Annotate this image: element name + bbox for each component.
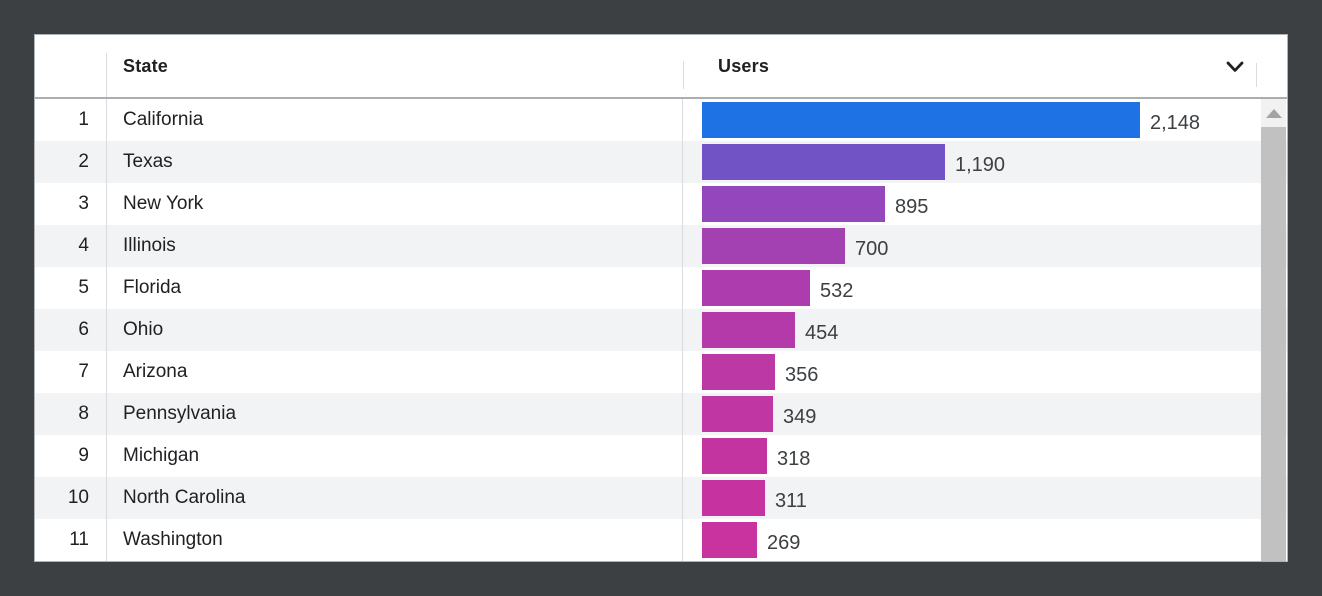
row-state: Arizona bbox=[107, 351, 683, 393]
row-users-cell: 532 bbox=[683, 267, 1287, 309]
users-bar bbox=[702, 102, 1140, 138]
row-state: Florida bbox=[107, 267, 683, 309]
users-column-header[interactable]: Users bbox=[699, 35, 1287, 97]
row-rank: 3 bbox=[35, 183, 107, 225]
users-value: 318 bbox=[777, 448, 811, 470]
row-users-cell: 700 bbox=[683, 225, 1287, 267]
vertical-scrollbar[interactable] bbox=[1261, 99, 1286, 561]
column-separator bbox=[683, 61, 684, 89]
users-bar bbox=[702, 354, 775, 390]
state-column-label: State bbox=[123, 55, 169, 76]
header-resize-handle[interactable] bbox=[1256, 63, 1257, 87]
table-row[interactable]: 8 Pennsylvania 349 bbox=[35, 393, 1287, 435]
table-row[interactable]: 3 New York 895 bbox=[35, 183, 1287, 225]
table-body: 1 California 2,148 2 Texas 1,190 3 New Y… bbox=[35, 99, 1287, 561]
users-value: 349 bbox=[783, 406, 817, 428]
row-rank: 4 bbox=[35, 225, 107, 267]
users-value: 356 bbox=[785, 364, 819, 386]
table-row[interactable]: 10 North Carolina 311 bbox=[35, 477, 1287, 519]
users-column-label: Users bbox=[718, 55, 770, 76]
row-users-cell: 454 bbox=[683, 309, 1287, 351]
row-state: Michigan bbox=[107, 435, 683, 477]
row-rank: 7 bbox=[35, 351, 107, 393]
row-users-cell: 356 bbox=[683, 351, 1287, 393]
users-bar bbox=[702, 270, 810, 306]
row-state: Illinois bbox=[107, 225, 683, 267]
table-header: State Users bbox=[35, 35, 1287, 99]
users-value: 269 bbox=[767, 532, 801, 554]
users-value: 1,190 bbox=[955, 154, 1006, 176]
row-rank: 8 bbox=[35, 393, 107, 435]
users-bar bbox=[702, 186, 885, 222]
users-value: 532 bbox=[820, 280, 854, 302]
row-rank: 5 bbox=[35, 267, 107, 309]
row-users-cell: 318 bbox=[683, 435, 1287, 477]
row-rank: 10 bbox=[35, 477, 107, 519]
column-separator bbox=[106, 53, 107, 97]
users-by-state-table: State Users 1 California 2,148 2 Texas 1… bbox=[34, 34, 1288, 562]
users-bar bbox=[702, 144, 945, 180]
users-value: 895 bbox=[895, 196, 929, 218]
row-rank: 2 bbox=[35, 141, 107, 183]
table-row[interactable]: 7 Arizona 356 bbox=[35, 351, 1287, 393]
users-bar bbox=[702, 438, 767, 474]
table-row[interactable]: 2 Texas 1,190 bbox=[35, 141, 1287, 183]
row-users-cell: 269 bbox=[683, 519, 1287, 561]
users-value: 311 bbox=[775, 490, 807, 512]
row-rank: 6 bbox=[35, 309, 107, 351]
row-state: Washington bbox=[107, 519, 683, 561]
row-state: Texas bbox=[107, 141, 683, 183]
row-state: California bbox=[107, 99, 683, 141]
users-bar bbox=[702, 228, 845, 264]
row-rank: 1 bbox=[35, 99, 107, 141]
table-row[interactable]: 4 Illinois 700 bbox=[35, 225, 1287, 267]
row-users-cell: 2,148 bbox=[683, 99, 1287, 141]
users-value: 454 bbox=[805, 322, 839, 344]
table-row[interactable]: 6 Ohio 454 bbox=[35, 309, 1287, 351]
users-value: 2,148 bbox=[1150, 112, 1201, 134]
row-state: Pennsylvania bbox=[107, 393, 683, 435]
table-row[interactable]: 1 California 2,148 bbox=[35, 99, 1287, 141]
row-state: New York bbox=[107, 183, 683, 225]
row-rank: 9 bbox=[35, 435, 107, 477]
row-state: Ohio bbox=[107, 309, 683, 351]
triangle-up-icon bbox=[1265, 108, 1282, 118]
table-row[interactable]: 5 Florida 532 bbox=[35, 267, 1287, 309]
row-users-cell: 895 bbox=[683, 183, 1287, 225]
row-state: North Carolina bbox=[107, 477, 683, 519]
row-users-cell: 349 bbox=[683, 393, 1287, 435]
users-value: 700 bbox=[855, 238, 889, 260]
row-rank: 11 bbox=[35, 519, 107, 561]
rank-column-header bbox=[35, 35, 107, 97]
chevron-down-icon[interactable] bbox=[1226, 61, 1244, 73]
scrollbar-thumb[interactable] bbox=[1261, 127, 1286, 561]
state-column-header[interactable]: State bbox=[107, 35, 699, 97]
scroll-up-button[interactable] bbox=[1261, 99, 1286, 127]
users-bar bbox=[702, 480, 765, 516]
table-row[interactable]: 9 Michigan 318 bbox=[35, 435, 1287, 477]
table-row[interactable]: 11 Washington 269 bbox=[35, 519, 1287, 561]
users-bar bbox=[702, 522, 757, 558]
row-users-cell: 1,190 bbox=[683, 141, 1287, 183]
users-bar bbox=[702, 396, 773, 432]
users-bar bbox=[702, 312, 795, 348]
row-users-cell: 311 bbox=[683, 477, 1287, 519]
